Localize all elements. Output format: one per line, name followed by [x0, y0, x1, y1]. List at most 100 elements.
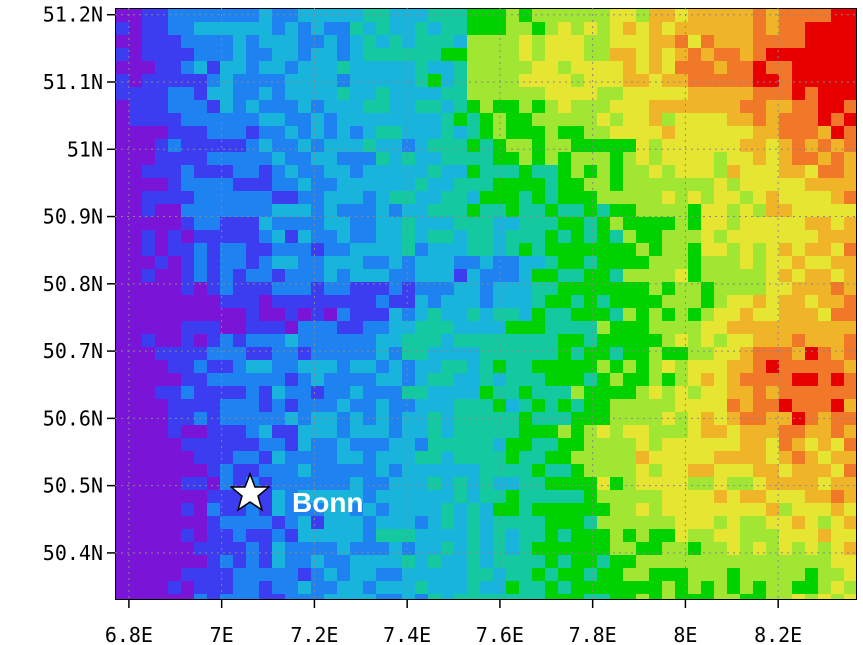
heat-cell [324, 126, 338, 140]
heat-cell [129, 48, 143, 62]
heat-cell [428, 581, 442, 595]
heat-cell [415, 321, 429, 335]
heat-cell [766, 178, 780, 192]
heat-cell [740, 74, 754, 88]
heat-cell [181, 594, 195, 599]
heat-cell [519, 87, 533, 101]
heat-cell [792, 178, 806, 192]
heat-cell [844, 139, 856, 153]
heat-cell [532, 100, 546, 114]
heat-cell [428, 126, 442, 140]
heat-cell [597, 204, 611, 218]
heat-cell [441, 269, 455, 283]
heat-cell [233, 555, 247, 569]
heat-cell [220, 360, 234, 374]
heat-cell [636, 269, 650, 283]
heat-cell [636, 308, 650, 322]
heat-cell [311, 269, 325, 283]
heat-cell [779, 464, 793, 478]
heat-cell [675, 204, 689, 218]
heat-cell [402, 438, 416, 452]
heat-cell [363, 555, 377, 569]
heat-cell [441, 22, 455, 36]
heat-cell [259, 9, 273, 23]
heat-cell [675, 243, 689, 257]
heat-cell [168, 594, 182, 599]
heat-cell [272, 425, 286, 439]
heat-cell [545, 74, 559, 88]
heat-cell [662, 295, 676, 309]
heat-cell [480, 529, 494, 543]
heat-cell [506, 243, 520, 257]
heat-cell [701, 399, 715, 413]
heat-cell [844, 295, 856, 309]
heat-cell [636, 360, 650, 374]
heat-cell [714, 269, 728, 283]
heat-cell [285, 360, 299, 374]
heat-cell [753, 464, 767, 478]
heat-cell [376, 373, 390, 387]
heat-cell [311, 191, 325, 205]
heat-cell [181, 516, 195, 530]
heat-cell [207, 217, 221, 231]
heat-cell [402, 139, 416, 153]
heat-cell [831, 464, 845, 478]
heat-cell [662, 425, 676, 439]
heat-cell [610, 256, 624, 270]
heat-cell [272, 581, 286, 595]
heat-cell [402, 451, 416, 465]
heat-cell [467, 412, 481, 426]
heat-cell [818, 568, 832, 582]
heat-cell [181, 295, 195, 309]
heat-cell [220, 100, 234, 114]
heat-cell [181, 269, 195, 283]
heat-cell [376, 386, 390, 400]
heat-cell [285, 256, 299, 270]
heat-cell [584, 217, 598, 231]
heat-cell [233, 373, 247, 387]
heat-cell [571, 568, 585, 582]
heat-cell [415, 529, 429, 543]
lat-tick-label: 50.8N [43, 272, 103, 296]
heat-cell [363, 152, 377, 166]
heat-cell [233, 152, 247, 166]
heat-cell [246, 386, 260, 400]
heat-cell [129, 438, 143, 452]
heat-cell [246, 529, 260, 543]
heat-cell [376, 503, 390, 517]
heat-cell [675, 490, 689, 504]
heat-cell [454, 347, 468, 361]
heat-cell [233, 178, 247, 192]
heat-cell [662, 503, 676, 517]
heat-cell [480, 464, 494, 478]
heat-cell [610, 464, 624, 478]
heat-cell [207, 22, 221, 36]
heat-cell [116, 35, 130, 49]
heat-cell [233, 22, 247, 36]
heat-cell [233, 529, 247, 543]
heat-cell [259, 22, 273, 36]
heat-cell [285, 126, 299, 140]
heat-cell [441, 425, 455, 439]
heat-cell [194, 464, 208, 478]
heat-cell [168, 308, 182, 322]
heat-cell [441, 386, 455, 400]
heat-cell [454, 243, 468, 257]
heat-cell [376, 178, 390, 192]
heat-cell [389, 581, 403, 595]
heat-cell [389, 425, 403, 439]
heat-cell [662, 542, 676, 556]
heat-cell [493, 347, 507, 361]
heat-cell [519, 399, 533, 413]
heat-cell [181, 347, 195, 361]
heat-cell [701, 360, 715, 374]
heat-cell [675, 581, 689, 595]
heat-cell [610, 490, 624, 504]
heat-cell [532, 373, 546, 387]
heat-cell [454, 321, 468, 335]
heat-cell [701, 35, 715, 49]
heat-cell [818, 139, 832, 153]
heat-cell [792, 581, 806, 595]
heat-cell [844, 581, 856, 595]
heat-cell [766, 282, 780, 296]
